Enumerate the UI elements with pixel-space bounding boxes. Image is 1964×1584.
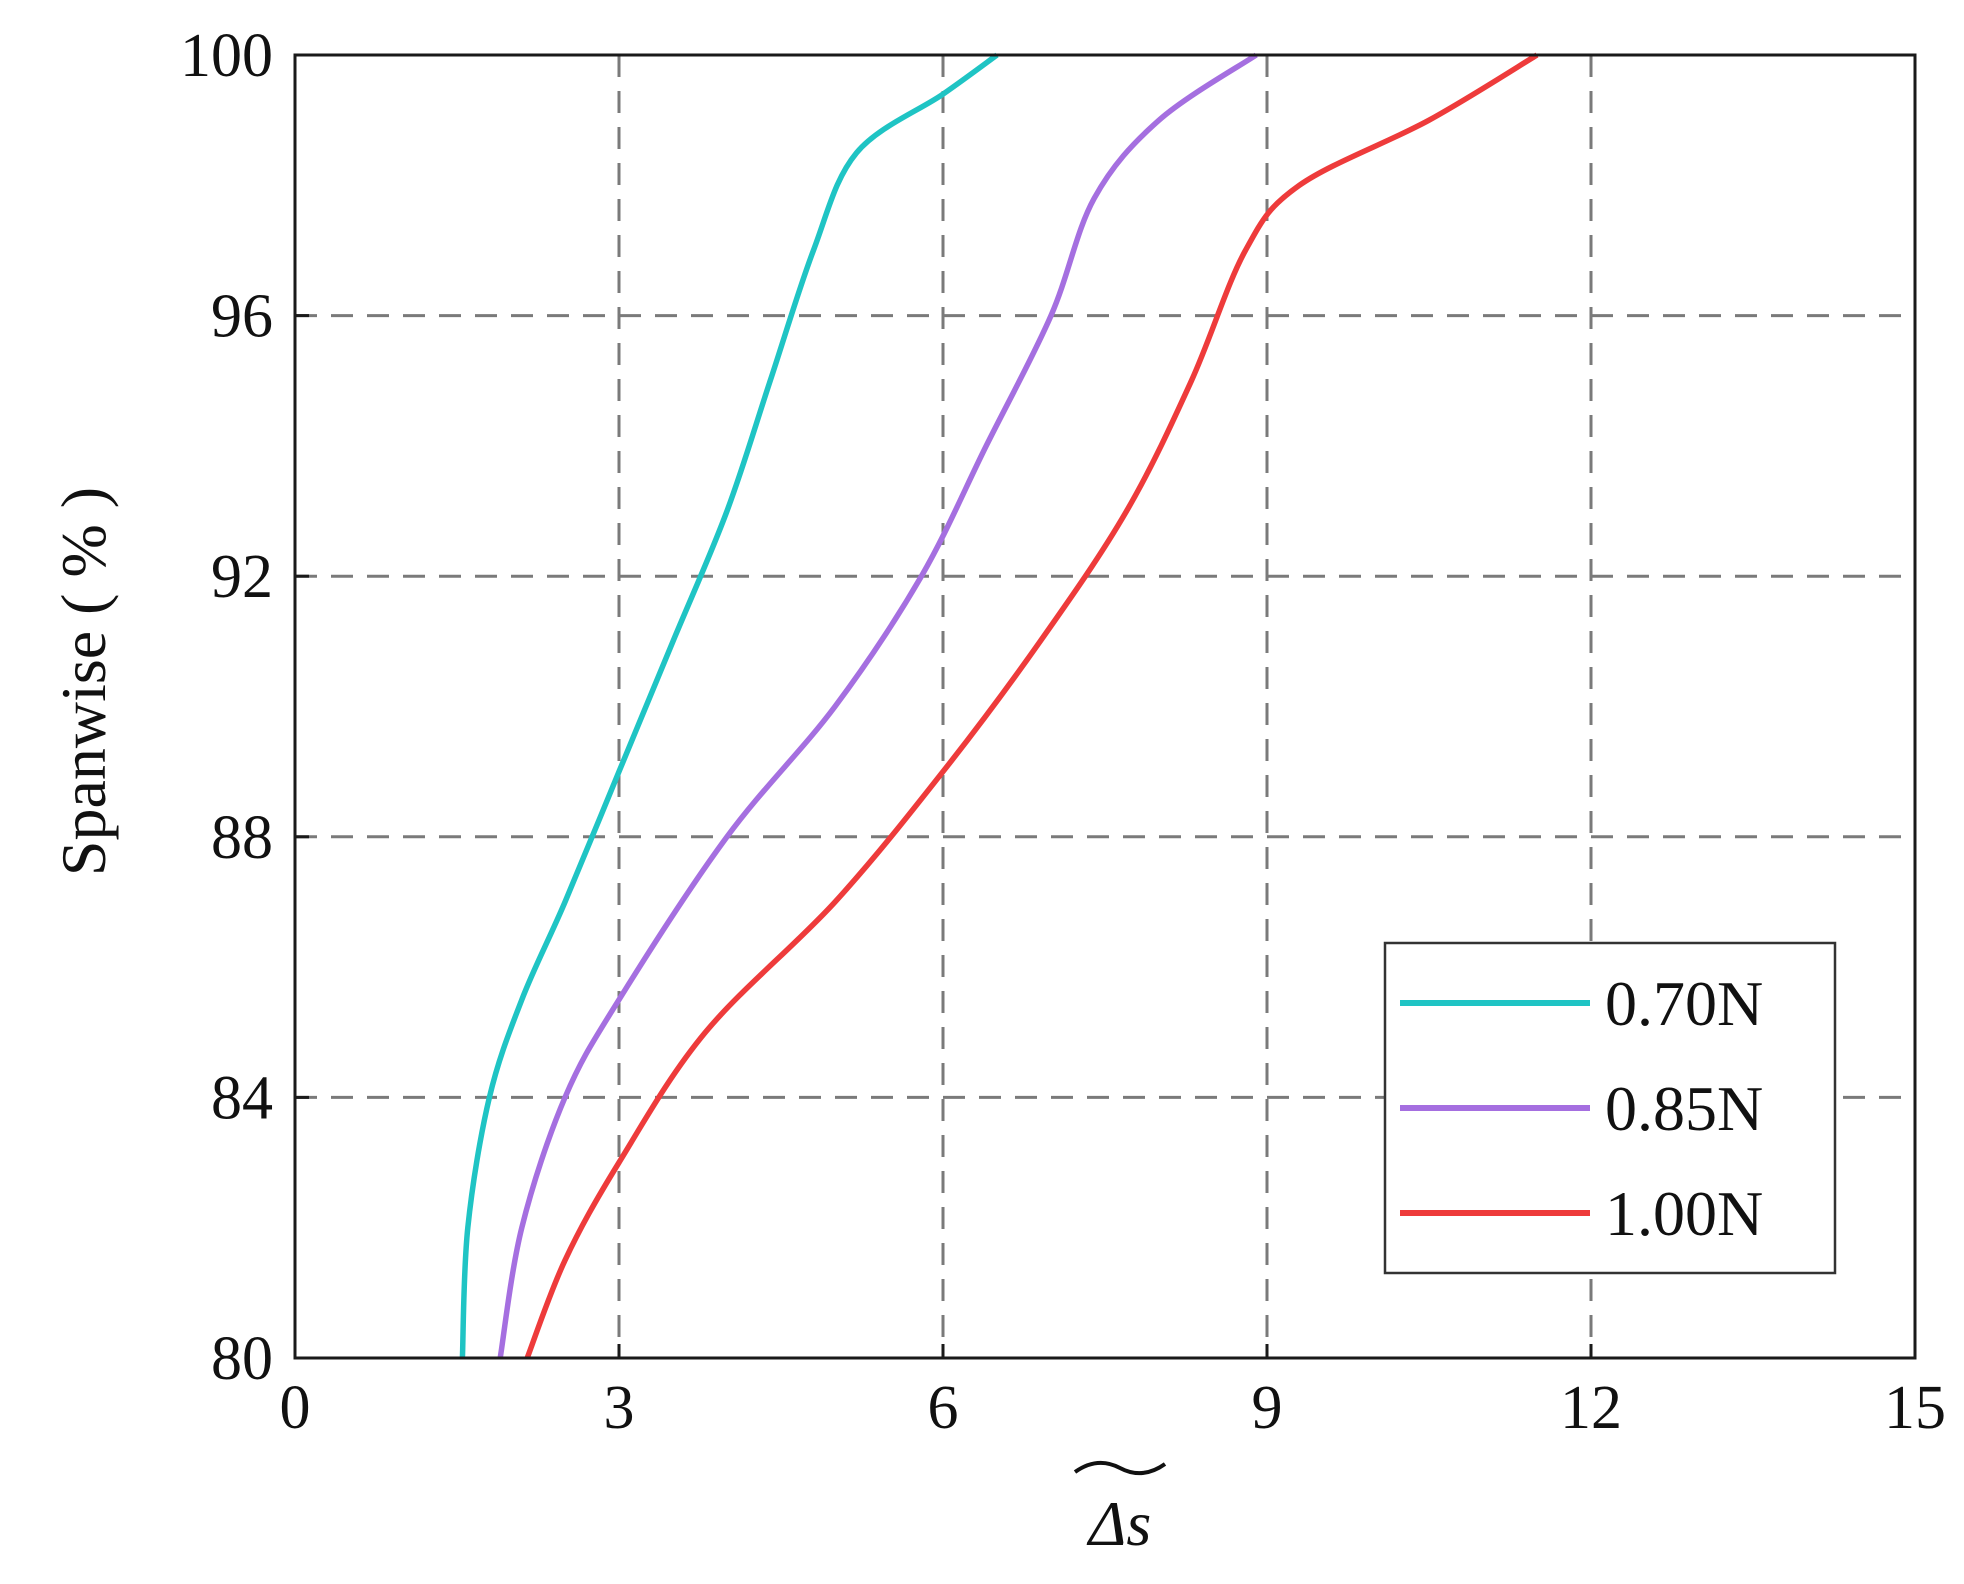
x-tick-label-1: 3 — [604, 1374, 635, 1442]
series-line-0.70N — [459, 52, 999, 1359]
series-lines — [459, 52, 1539, 1359]
x-tick-label-5: 15 — [1884, 1374, 1946, 1442]
plot-frame — [293, 53, 1917, 1360]
y-tick-label-3: 92 — [211, 543, 273, 611]
series-line-0.85N — [497, 52, 1258, 1359]
x-axis-label-text: Δs — [1086, 1488, 1151, 1559]
x-tick-label-0: 0 — [280, 1374, 311, 1442]
legend-items: 0.70N 0.85N 1.00N — [1400, 968, 1763, 1249]
x-axis-label: Δs — [1073, 1460, 1167, 1559]
series-line-1.00N — [524, 52, 1539, 1359]
legend-label-0.85N: 0.85N — [1605, 1073, 1763, 1144]
y-tick-label-1: 84 — [211, 1064, 273, 1132]
x-tick-label-4: 12 — [1560, 1374, 1622, 1442]
legend: 0.70N 0.85N 1.00N — [1383, 941, 1837, 1275]
x-axis-label-tilde — [1073, 1460, 1167, 1476]
y-tick-label-4: 96 — [211, 283, 273, 351]
y-tick-label-5: 100 — [180, 22, 273, 90]
x-tick-label-2: 6 — [928, 1374, 959, 1442]
x-tick-label-3: 9 — [1252, 1374, 1283, 1442]
grid — [295, 55, 1915, 1358]
legend-label-0.70N: 0.70N — [1605, 968, 1763, 1039]
y-axis-label: Spanwise ( % ) — [48, 487, 119, 876]
legend-label-1.00N: 1.00N — [1605, 1178, 1763, 1249]
y-tick-label-0: 80 — [211, 1325, 273, 1393]
axis-ticks: 0 3 6 9 12 15 80 84 88 92 96 100 — [180, 22, 1946, 1442]
y-tick-label-2: 88 — [211, 804, 273, 872]
